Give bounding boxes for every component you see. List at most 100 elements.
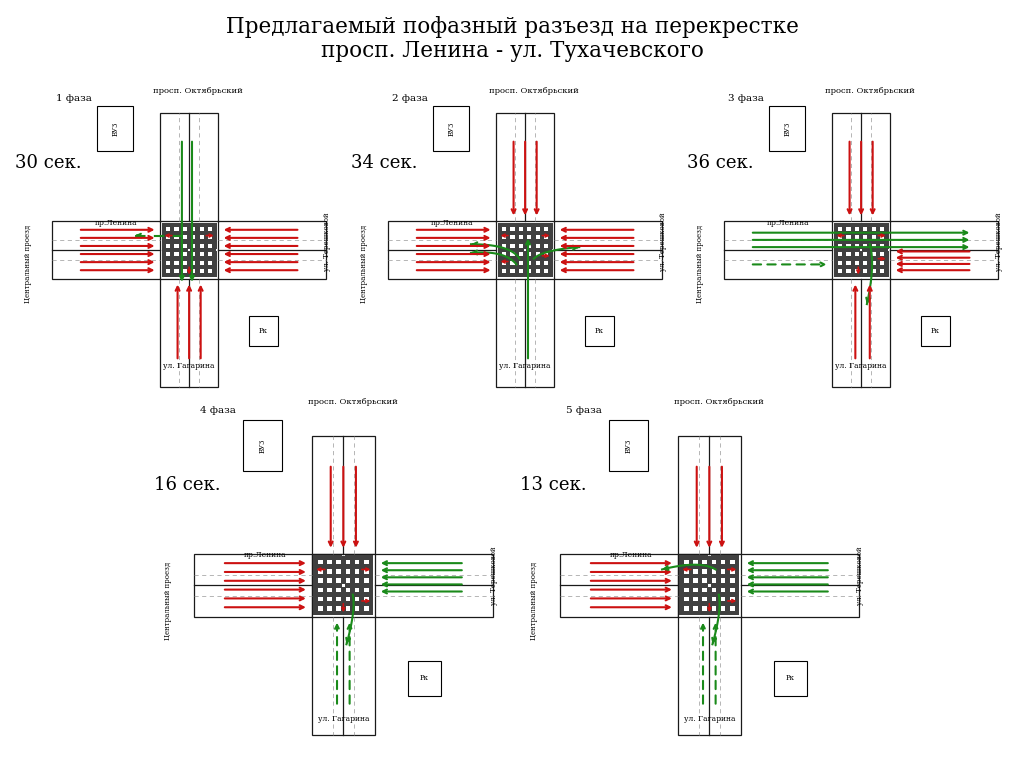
Bar xyxy=(345,601,373,606)
Bar xyxy=(190,265,216,269)
Bar xyxy=(341,555,346,584)
Bar xyxy=(162,239,187,244)
Bar xyxy=(711,601,739,606)
Text: просп. Ленина - ул. Тухачевского: просп. Ленина - ул. Тухачевского xyxy=(321,40,703,62)
Text: 30 сек.: 30 сек. xyxy=(15,154,82,172)
Text: Рк: Рк xyxy=(785,674,795,683)
Bar xyxy=(190,248,216,252)
Bar xyxy=(497,221,554,279)
Text: пр.Ленина: пр.Ленина xyxy=(767,219,809,226)
Bar xyxy=(711,611,739,615)
Bar xyxy=(341,587,346,615)
Text: 36 сек.: 36 сек. xyxy=(687,154,754,172)
Text: ВУЗ: ВУЗ xyxy=(783,121,792,136)
Bar xyxy=(531,252,536,278)
Bar xyxy=(312,554,375,617)
Bar xyxy=(679,583,708,588)
Bar xyxy=(842,223,847,249)
Bar xyxy=(716,555,721,584)
Text: ул. Терешковой: ул. Терешковой xyxy=(658,212,667,271)
Bar xyxy=(833,221,890,279)
Bar xyxy=(345,565,373,569)
Bar xyxy=(526,239,552,244)
Bar xyxy=(313,592,342,597)
Bar xyxy=(313,611,342,615)
Text: 4 фаза: 4 фаза xyxy=(200,407,236,416)
Bar xyxy=(515,252,519,278)
Bar xyxy=(204,223,208,249)
Bar xyxy=(740,554,859,617)
Bar xyxy=(160,113,218,222)
Bar xyxy=(332,587,337,615)
Bar xyxy=(178,252,183,278)
Bar xyxy=(834,248,860,252)
Text: ВУЗ: ВУЗ xyxy=(112,121,120,136)
Bar xyxy=(498,273,523,278)
Bar xyxy=(716,587,721,615)
Bar xyxy=(190,231,216,235)
Bar xyxy=(187,223,191,249)
Bar xyxy=(526,248,552,252)
Text: ул. Гагарина: ул. Гагарина xyxy=(836,362,887,370)
Bar xyxy=(711,565,739,569)
Bar xyxy=(212,223,216,249)
Text: ул. Терешковой: ул. Терешковой xyxy=(856,546,863,605)
Bar xyxy=(734,587,739,615)
Bar xyxy=(834,256,860,261)
Bar xyxy=(162,256,187,261)
Bar xyxy=(585,316,614,346)
Text: 34 сек.: 34 сек. xyxy=(351,154,418,172)
Bar xyxy=(774,661,807,696)
Bar xyxy=(769,106,805,151)
Bar xyxy=(540,223,544,249)
Text: просп. Октябрьский: просп. Октябрьский xyxy=(825,87,914,95)
Bar xyxy=(433,106,469,151)
Bar xyxy=(697,555,702,584)
Bar xyxy=(350,587,355,615)
Bar xyxy=(876,252,880,278)
Bar xyxy=(833,113,890,222)
Bar xyxy=(688,587,693,615)
Bar xyxy=(526,222,552,227)
Text: Центральный проезд: Центральный проезд xyxy=(360,225,369,304)
Bar xyxy=(560,554,678,617)
Bar xyxy=(724,221,833,279)
Bar xyxy=(678,436,740,555)
Bar xyxy=(679,555,684,584)
Bar xyxy=(190,239,216,244)
Bar xyxy=(313,601,342,606)
Text: ул. Терешковой: ул. Терешковой xyxy=(489,546,498,605)
Bar xyxy=(862,265,888,269)
Bar xyxy=(217,221,327,279)
Bar xyxy=(876,223,880,249)
Bar xyxy=(345,583,373,588)
Text: просп. Октябрьский: просп. Октябрьский xyxy=(153,87,243,95)
Bar xyxy=(312,616,375,735)
Text: Рк: Рк xyxy=(259,327,268,335)
Bar xyxy=(515,223,519,249)
Bar xyxy=(190,273,216,278)
Text: ул. Гагарина: ул. Гагарина xyxy=(500,362,551,370)
Bar xyxy=(160,221,218,279)
Bar xyxy=(178,223,183,249)
Bar xyxy=(162,223,166,249)
Bar xyxy=(725,555,730,584)
Bar xyxy=(498,252,502,278)
Bar xyxy=(375,554,493,617)
Bar xyxy=(526,256,552,261)
Bar xyxy=(345,592,373,597)
Bar xyxy=(194,554,312,617)
Bar xyxy=(885,252,889,278)
Bar xyxy=(313,574,342,578)
Text: ВУЗ: ВУЗ xyxy=(447,121,456,136)
Bar xyxy=(162,273,187,278)
Bar xyxy=(842,252,847,278)
Bar xyxy=(313,555,342,560)
Bar xyxy=(679,565,708,569)
Bar xyxy=(834,273,860,278)
Bar xyxy=(313,555,318,584)
Bar xyxy=(359,555,365,584)
Bar xyxy=(350,555,355,584)
Bar xyxy=(313,565,342,569)
Bar xyxy=(725,587,730,615)
